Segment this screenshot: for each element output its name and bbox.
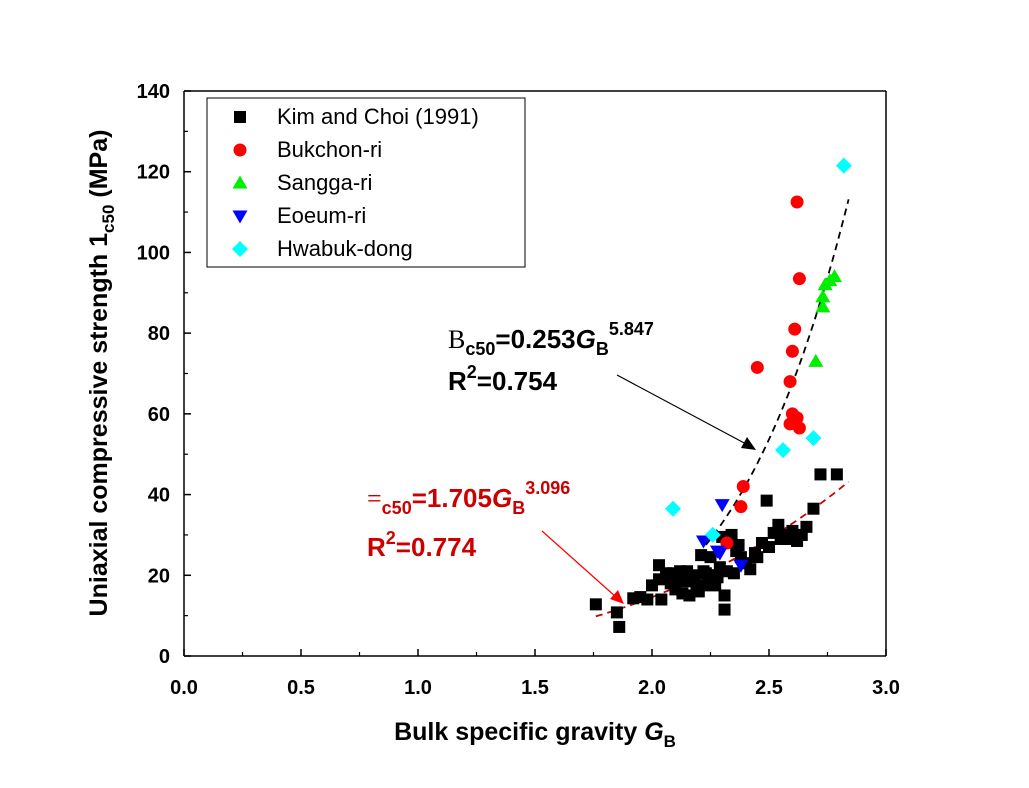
- legend-marker: [232, 241, 248, 257]
- data-point: [827, 269, 843, 283]
- black-fit-equation: Bc50=0.253GB5.847: [448, 319, 654, 359]
- data-point: [775, 442, 792, 459]
- data-point: [736, 480, 750, 493]
- data-point: [815, 299, 831, 313]
- y-tick-label: 40: [148, 485, 170, 507]
- data-point: [718, 603, 731, 616]
- data-point: [807, 502, 820, 515]
- data-point: [815, 289, 831, 303]
- data-point: [678, 575, 691, 588]
- data-point: [665, 500, 682, 517]
- data-point: [610, 606, 623, 619]
- y-tick-label: 120: [137, 162, 170, 184]
- series-0: [589, 468, 843, 633]
- data-point: [718, 589, 731, 602]
- y-tick-label: 80: [148, 323, 170, 345]
- x-tick-label: 0.5: [287, 677, 315, 699]
- legend-box: [206, 97, 526, 268]
- legend: Kim and Choi (1991) Bukchon-ri Sangga-ri…: [206, 97, 526, 268]
- x-tick-label: 1.0: [404, 677, 432, 699]
- data-point: [800, 520, 813, 533]
- data-point: [732, 539, 745, 552]
- x-tick-label: 2.0: [638, 677, 666, 699]
- data-point: [704, 526, 721, 543]
- x-tick-label: 2.5: [755, 677, 783, 699]
- legend-marker: [232, 210, 248, 224]
- data-point: [683, 589, 696, 602]
- data-point: [744, 563, 757, 576]
- data-point: [589, 598, 602, 611]
- data-point: [695, 549, 708, 562]
- data-point: [783, 375, 797, 389]
- black-fit-curve: [705, 199, 850, 546]
- data-point: [714, 499, 730, 513]
- black-fit-r2: R2=0.754: [448, 362, 558, 396]
- data-point: [641, 593, 654, 606]
- series-4: [665, 157, 852, 543]
- legend-label-kim-choi: Kim and Choi (1991): [277, 104, 479, 129]
- data-point: [830, 468, 843, 481]
- series-3: [695, 499, 749, 573]
- y-tick-label: 100: [137, 242, 170, 264]
- legend-marker: [234, 111, 246, 123]
- legend-label-eoeum-ri: Eoeum-ri: [277, 203, 366, 228]
- data-point: [786, 524, 799, 537]
- data-point: [835, 157, 852, 174]
- y-tick-label: 60: [148, 404, 170, 426]
- data-point: [808, 353, 824, 367]
- data-point: [613, 620, 626, 633]
- legend-label-bukchon-ri: Bukchon-ri: [277, 137, 382, 162]
- legend-marker: [232, 175, 248, 189]
- data-point: [751, 551, 764, 564]
- data-point: [814, 468, 827, 481]
- y-tick-label: 140: [137, 81, 170, 103]
- data-point: [655, 593, 668, 606]
- red-fit-r2: R2=0.774: [367, 528, 477, 562]
- legend-label-sangga-ri: Sangga-ri: [277, 170, 372, 195]
- data-point: [727, 567, 740, 580]
- legend-marker: [233, 143, 247, 157]
- x-tick-label: 0.0: [170, 677, 198, 699]
- data-point: [734, 500, 748, 514]
- x-tick-label: 3.0: [872, 677, 900, 699]
- x-axis-title: Bulk specific gravity GB: [394, 718, 676, 751]
- data-point: [750, 360, 764, 374]
- series-2: [808, 269, 843, 367]
- data-point: [785, 344, 799, 358]
- data-point: [733, 559, 749, 573]
- black-fit-arrow: [616, 374, 756, 450]
- data-points: [589, 157, 852, 633]
- data-point: [712, 547, 728, 561]
- data-point: [695, 535, 711, 549]
- data-point: [790, 411, 804, 425]
- x-tick-label: 1.5: [521, 677, 549, 699]
- data-point: [711, 571, 724, 584]
- legend-label-hwabuk-dong: Hwabuk-dong: [277, 236, 413, 261]
- data-point: [805, 430, 822, 447]
- axis-ticks: 0.0 0.5 1.0 1.5 2.0 2.5 3.0 0 20 40 60 80 100 120 140: [137, 81, 900, 699]
- data-point: [790, 195, 804, 209]
- y-tick-label: 0: [159, 646, 170, 668]
- data-point: [788, 322, 802, 336]
- data-point: [704, 551, 717, 564]
- data-point: [792, 421, 806, 435]
- data-point: [772, 518, 785, 531]
- data-point: [763, 541, 775, 554]
- data-point: [792, 272, 806, 286]
- red-fit-equation: =c50=1.705GB3.096: [367, 478, 570, 518]
- data-point: [760, 494, 773, 507]
- data-point: [688, 569, 701, 582]
- y-tick-label: 20: [148, 565, 170, 587]
- series-1: [720, 195, 806, 550]
- y-axis-title: Uniaxial compressive strength 1c50 (MPa): [85, 130, 118, 617]
- legend-markers: [232, 111, 248, 257]
- red-fit-arrow: [541, 530, 624, 604]
